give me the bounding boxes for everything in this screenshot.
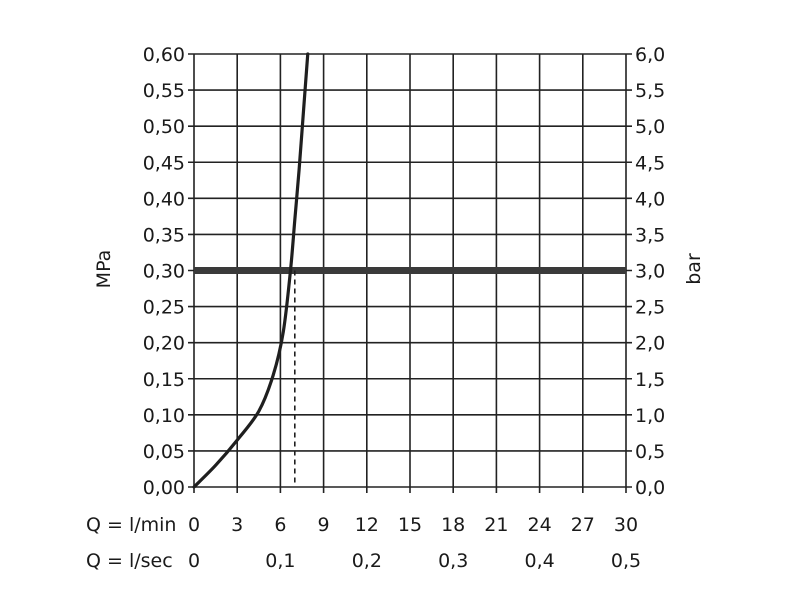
y-tick-label-mpa: 0,25 [143,297,185,319]
x-tick-label-lmin: 21 [484,514,508,536]
flow-curve [192,52,310,489]
y-tick-label-mpa: 0,00 [143,477,185,499]
y2-tick-label-bar: 1,5 [635,369,665,391]
y-tick-label-mpa: 0,20 [143,333,185,355]
y2-tick-label-bar: 4,5 [635,152,665,174]
y2-tick-label-bar: 1,0 [635,405,665,427]
x2-tick-label-lsec: 0,5 [611,550,641,572]
y2-tick-label-bar: 3,0 [635,261,665,283]
x-tick-label-lmin: 9 [318,514,330,536]
x-tick-label-lmin: 18 [441,514,465,536]
y2-tick-label-bar: 2,0 [635,333,665,355]
y2-tick-label-bar: 6,0 [635,44,665,66]
y-tick-label-mpa: 0,35 [143,224,185,246]
x-axis-label-lmin: Q = l/min [86,514,176,536]
y-tick-label-mpa: 0,10 [143,405,185,427]
y-tick-label-mpa: 0,40 [143,188,185,210]
x2-tick-label-lsec: 0,2 [352,550,382,572]
y-tick-label-mpa: 0,30 [143,261,185,283]
y-tick-label-mpa: 0,60 [143,44,185,66]
y-tick-label-mpa: 0,50 [143,116,185,138]
x-tick-label-lmin: 30 [614,514,638,536]
x2-tick-label-lsec: 0,1 [265,550,295,572]
x-tick-label-lmin: 15 [398,514,422,536]
y2-tick-label-bar: 0,5 [635,441,665,463]
x-tick-label-lmin: 0 [188,514,200,536]
tick-labels: 0 3 6 9 12 15 18 21 24 27 300,00 0,00,05 0,50,10 1,00… [143,44,666,572]
x-tick-label-lmin: 12 [355,514,379,536]
x2-tick-label-lsec: 0 [188,550,200,572]
y2-tick-label-bar: 0,0 [635,477,665,499]
y-axis-label: MPa [93,250,115,289]
x2-tick-label-lsec: 0,4 [524,550,554,572]
x-axis-label-lsec: Q = l/sec [86,550,173,572]
y-tick-label-mpa: 0,15 [143,369,185,391]
x-tick-label-lmin: 6 [274,514,286,536]
y2-tick-label-bar: 5,5 [635,80,665,102]
y2-tick-label-bar: 3,5 [635,224,665,246]
y-tick-label-mpa: 0,05 [143,441,185,463]
y-tick-label-mpa: 0,55 [143,80,185,102]
x-tick-label-lmin: 24 [528,514,552,536]
reference-layer [194,267,626,487]
series-layer [192,52,310,489]
y2-tick-label-bar: 4,0 [635,188,665,210]
y2-tick-label-bar: 2,5 [635,297,665,319]
x-tick-label-lmin: 27 [571,514,595,536]
y2-tick-label-bar: 5,0 [635,116,665,138]
y2-axis-label: bar [683,253,705,285]
x-tick-label-lmin: 3 [231,514,243,536]
x2-tick-label-lsec: 0,3 [438,550,468,572]
y-tick-label-mpa: 0,45 [143,152,185,174]
